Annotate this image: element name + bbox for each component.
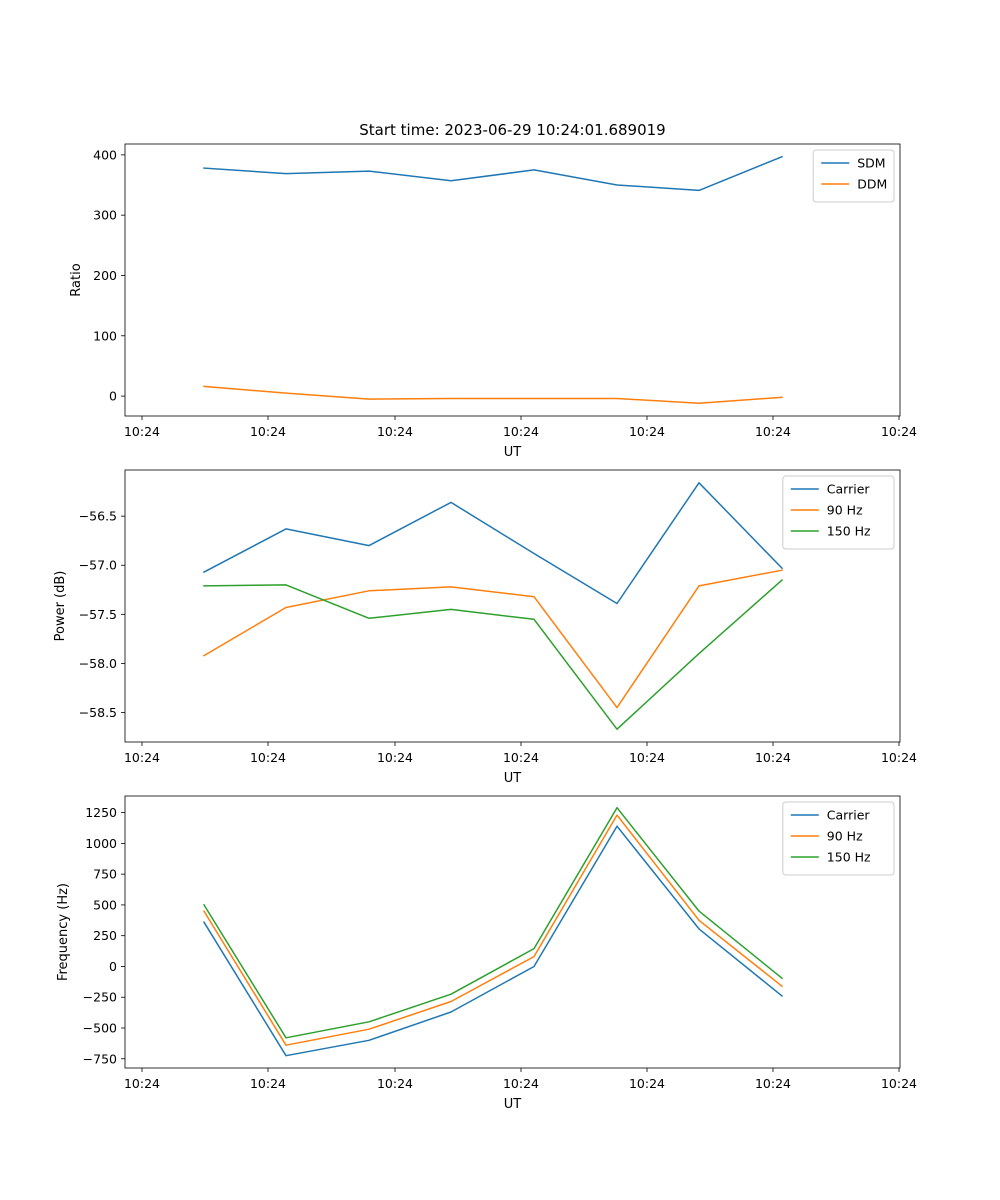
y-tick-label: −750 bbox=[83, 1051, 117, 1066]
legend-label: Carrier bbox=[827, 808, 871, 823]
y-tick-label: 0 bbox=[109, 389, 117, 404]
x-tick-label: 10:24 bbox=[503, 424, 539, 439]
x-tick-label: 10:24 bbox=[124, 750, 160, 765]
legend-label: 150 Hz bbox=[827, 524, 871, 539]
series-line-150-hz bbox=[203, 578, 784, 730]
y-tick-label: 750 bbox=[93, 867, 117, 882]
series-line-ddm bbox=[203, 385, 783, 405]
y-tick-label: −57.5 bbox=[79, 607, 117, 622]
x-tick-label: 10:24 bbox=[629, 1076, 665, 1091]
x-tick-label: 10:24 bbox=[881, 750, 917, 765]
legend-label: 150 Hz bbox=[827, 850, 871, 865]
x-tick-label: 10:24 bbox=[124, 1076, 160, 1091]
legend-label: 90 Hz bbox=[827, 503, 863, 518]
y-tick-label: 1000 bbox=[85, 836, 117, 851]
y-axis-label: Ratio bbox=[69, 263, 84, 296]
y-tick-label: 1250 bbox=[85, 805, 117, 820]
chart-panel-1: 10:24 10:24 10:24 10:24 10:24 10:24 10:24 0 100 2… bbox=[69, 143, 917, 460]
y-tick-label: −58.5 bbox=[79, 705, 117, 720]
axes-frame bbox=[124, 469, 901, 743]
series-line-90-hz bbox=[202, 814, 784, 1046]
y-tick-label: 250 bbox=[93, 928, 117, 943]
x-tick-label: 10:24 bbox=[755, 750, 791, 765]
series-line-sdm bbox=[203, 155, 783, 192]
x-tick-label: 10:24 bbox=[881, 424, 917, 439]
axes-frame bbox=[124, 143, 901, 417]
y-tick-label: 400 bbox=[93, 147, 117, 162]
x-tick-label: 10:24 bbox=[250, 1076, 286, 1091]
y-tick-label: −56.5 bbox=[79, 509, 117, 524]
y-axis-label: Power (dB) bbox=[53, 571, 68, 642]
x-tick-label: 10:24 bbox=[250, 750, 286, 765]
chart-panel-2: 10:24 10:24 10:24 10:24 10:24 10:24 10:24 −58.5… bbox=[53, 469, 917, 786]
y-tick-label: 200 bbox=[93, 268, 117, 283]
legend: Carrier 90 Hz 150 Hz bbox=[782, 801, 895, 876]
y-tick-label: 100 bbox=[93, 328, 117, 343]
x-axis-label: UT bbox=[504, 771, 522, 786]
x-axis-label: UT bbox=[504, 445, 522, 460]
series-line-carrier bbox=[202, 482, 784, 605]
chart-panel-3: 10:24 10:24 10:24 10:24 10:24 10:24 10:24 −750 −… bbox=[56, 795, 917, 1112]
y-tick-label: −58.0 bbox=[79, 656, 117, 671]
y-tick-label: −57.0 bbox=[79, 558, 117, 573]
x-tick-label: 10:24 bbox=[250, 424, 286, 439]
x-tick-label: 10:24 bbox=[377, 1076, 413, 1091]
legend: SDM DDM bbox=[812, 149, 895, 203]
x-tick-label: 10:24 bbox=[377, 424, 413, 439]
y-tick-label: 0 bbox=[109, 959, 117, 974]
x-tick-label: 10:24 bbox=[629, 750, 665, 765]
legend-label: SDM bbox=[857, 156, 885, 171]
series-line-90-hz bbox=[202, 569, 783, 709]
x-tick-label: 10:24 bbox=[503, 1076, 539, 1091]
y-tick-label: −250 bbox=[83, 990, 117, 1005]
series-line-carrier bbox=[202, 825, 784, 1057]
legend-label: DDM bbox=[857, 177, 887, 192]
x-tick-label: 10:24 bbox=[377, 750, 413, 765]
legend-label: Carrier bbox=[827, 482, 871, 497]
x-tick-label: 10:24 bbox=[124, 424, 160, 439]
legend: Carrier 90 Hz 150 Hz bbox=[782, 475, 895, 550]
series-line-150-hz bbox=[202, 806, 784, 1039]
legend-label: 90 Hz bbox=[827, 829, 863, 844]
x-axis-label: UT bbox=[504, 1097, 522, 1112]
figure-title: Start time: 2023-06-29 10:24:01.689019 bbox=[359, 121, 665, 139]
y-axis-label: Frequency (Hz) bbox=[56, 883, 71, 981]
x-tick-label: 10:24 bbox=[503, 750, 539, 765]
y-tick-label: 300 bbox=[93, 208, 117, 223]
y-tick-label: −500 bbox=[83, 1021, 117, 1036]
x-tick-label: 10:24 bbox=[755, 424, 791, 439]
axes-frame bbox=[124, 795, 901, 1069]
y-tick-label: 500 bbox=[93, 897, 117, 912]
x-tick-label: 10:24 bbox=[629, 424, 665, 439]
x-tick-label: 10:24 bbox=[755, 1076, 791, 1091]
x-tick-label: 10:24 bbox=[881, 1076, 917, 1091]
